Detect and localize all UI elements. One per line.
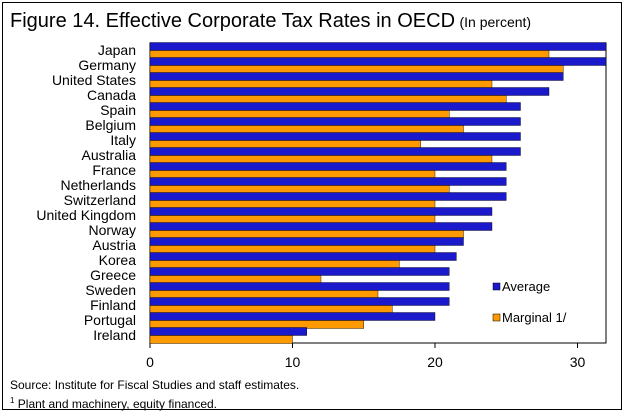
category-label: Italy (110, 132, 136, 148)
category-label: Switzerland (64, 192, 136, 208)
category-label: Korea (99, 252, 137, 268)
bar-average (149, 177, 507, 186)
category-label: Portugal (84, 312, 136, 328)
bar-average (149, 57, 607, 66)
bar-marginal-1 (149, 275, 322, 284)
category-label: Ireland (93, 327, 136, 343)
x-tick-label: 0 (146, 354, 154, 370)
category-label: Japan (98, 42, 136, 58)
source-note: Source: Institute for Fiscal Studies and… (10, 378, 300, 392)
category-label: United Kingdom (36, 207, 136, 223)
bar-average (149, 222, 493, 231)
category-label: Sweden (85, 282, 136, 298)
legend-label: Average (502, 279, 550, 294)
category-label: Norway (89, 222, 136, 238)
bar-marginal-1 (149, 320, 364, 329)
category-label: France (92, 162, 136, 178)
bar-average (149, 237, 464, 246)
category-label: Canada (87, 87, 136, 103)
bar-average (149, 117, 521, 126)
bar-average (149, 132, 521, 141)
bar-average (149, 207, 493, 216)
category-label: Australia (82, 147, 137, 163)
category-label: United States (52, 72, 136, 88)
chart-title: Figure 14. Effective Corporate Tax Rates… (10, 10, 531, 33)
x-tick-label: 30 (570, 354, 586, 370)
bar-average (149, 42, 607, 51)
bar-average (149, 162, 507, 171)
bar-average (149, 147, 521, 156)
category-label: Spain (100, 102, 136, 118)
bar-average (149, 267, 450, 276)
bar-average (149, 327, 307, 336)
bar-marginal-1 (149, 50, 550, 59)
x-tick-label: 20 (427, 354, 443, 370)
bar-marginal-1 (149, 305, 393, 314)
footnote: 1 Plant and machinery, equity financed. (10, 396, 217, 411)
bar-marginal-1 (149, 290, 379, 299)
bar-average (149, 297, 450, 306)
legend-swatch (492, 313, 501, 322)
category-label: Netherlands (61, 177, 137, 193)
bar-average (149, 312, 436, 321)
footnote-marker: 1 (10, 396, 15, 405)
bar-average (149, 192, 507, 201)
bar-average (149, 87, 550, 96)
category-label: Greece (90, 267, 136, 283)
legend-swatch (492, 282, 501, 291)
category-label: Germany (78, 57, 136, 73)
bar-average (149, 72, 564, 81)
category-label: Belgium (85, 117, 136, 133)
bar-average (149, 252, 457, 261)
category-label: Austria (92, 237, 136, 253)
x-tick-label: 10 (285, 354, 301, 370)
bar-average (149, 282, 450, 291)
bar-average (149, 102, 521, 111)
bar-marginal-1 (149, 260, 400, 269)
chart-title-main: Figure 14. Effective Corporate Tax Rates… (10, 10, 456, 32)
footnote-text: Plant and machinery, equity financed. (14, 397, 218, 411)
category-label: Finland (90, 297, 136, 313)
bar-marginal-1 (149, 335, 293, 344)
legend-label: Marginal 1/ (502, 310, 567, 325)
chart-subtitle: (In percent) (459, 14, 532, 30)
